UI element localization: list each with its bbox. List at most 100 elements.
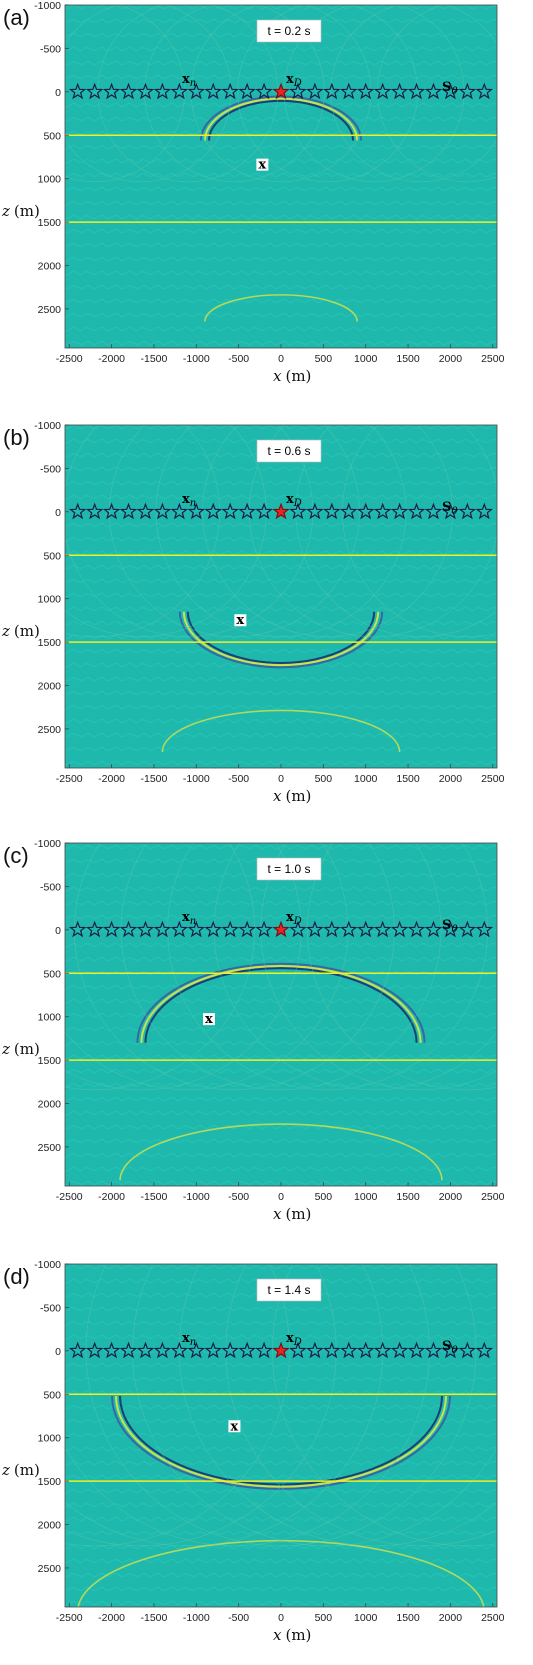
receiver-star: [68, 82, 87, 100]
scatter-circle: [178, 1264, 497, 1547]
receiver-star: [221, 82, 239, 100]
z-tick-label: 500: [43, 550, 61, 562]
receiver-star: [221, 502, 239, 520]
wavefronts: [65, 425, 497, 752]
z-tick-label: 2000: [38, 1520, 62, 1532]
receiver-star: [407, 502, 426, 520]
receiver-star: [289, 1341, 307, 1359]
panel-label: (d): [3, 1264, 30, 1289]
scatter-circle: [65, 843, 255, 1091]
receiver-star: [424, 920, 443, 938]
panel-b: xn xD S0 x t = 0.6 s (b) -1000 -500 0 500 1000 1500…: [1, 420, 505, 805]
s0-label: S0: [442, 500, 458, 517]
receiver-star: [323, 502, 341, 520]
z-axis-label: z (m): [1, 622, 40, 640]
z-tick-label: 2000: [38, 681, 62, 693]
z-tick-label: 1500: [38, 1476, 62, 1488]
scatter-circle: [65, 1264, 290, 1547]
receiver-star: [390, 1341, 409, 1359]
receiver-star: [102, 502, 121, 520]
scatter-circle: [65, 425, 314, 638]
x-marker-box: [228, 1420, 241, 1433]
scatter-circle: [65, 843, 349, 1091]
x-tick-label: -2500: [56, 1191, 83, 1203]
wavefront-arc: [161, 709, 401, 752]
x-marker-box: [256, 158, 269, 171]
receiver-star: [102, 1341, 121, 1359]
z-tick-label: 500: [43, 1389, 61, 1401]
xn-label: xn: [182, 72, 196, 89]
x-tick-label: -1500: [141, 773, 168, 785]
receiver-star: [339, 82, 358, 100]
wavefront-arc: [203, 294, 359, 322]
x-tick-label: 2500: [481, 1191, 505, 1203]
receiver-star: [136, 920, 155, 938]
receiver-star: [102, 920, 121, 938]
receiver-star: [153, 1341, 172, 1359]
receiver-star: [356, 502, 375, 520]
scatter-circle: [248, 425, 497, 638]
receiver-star: [119, 82, 138, 100]
receiver-star: [119, 1341, 138, 1359]
receiver-star: [187, 502, 206, 520]
wavefront-arc: [140, 965, 422, 1043]
receiver-star: [407, 920, 426, 938]
receiver-star: [339, 502, 358, 520]
x-tick-label: -1500: [141, 353, 168, 365]
receiver-star: [407, 82, 426, 100]
z-tick-label: -1000: [34, 420, 61, 432]
x-marker-box: [234, 614, 247, 627]
xn-label: xn: [182, 1331, 196, 1348]
receiver-star: [119, 920, 138, 938]
x-tick-label: 2500: [481, 353, 505, 365]
receiver-star: [68, 920, 87, 938]
receiver-star: [221, 1341, 239, 1359]
wavefront-arc: [77, 1539, 485, 1607]
panel-c: xn xD S0 x t = 1.0 s (c) -1000 -500 0 500 1000 1500…: [1, 838, 505, 1223]
z-tick-label: -1000: [34, 838, 61, 850]
panel-label: (b): [3, 425, 30, 450]
receiver-star: [441, 1341, 460, 1359]
wavefield-background: [65, 5, 497, 348]
x-tick-label: 2000: [439, 353, 463, 365]
receiver-star: [441, 82, 460, 100]
receiver-star: [289, 920, 307, 938]
wavefront-arc: [136, 962, 426, 1043]
time-label-box: [256, 19, 322, 43]
z-tick-label: 2500: [38, 1563, 62, 1575]
x-tick-label: -1000: [183, 773, 210, 785]
panel-label: (a): [3, 5, 30, 30]
receiver-star: [170, 82, 189, 100]
x-tick-label: 1500: [396, 1612, 420, 1624]
z-tick-label: 1500: [38, 637, 62, 649]
x-tick-label: 1500: [396, 773, 420, 785]
receiver-star: [323, 82, 341, 100]
s0-label: S0: [442, 918, 458, 935]
receiver-star: [136, 82, 155, 100]
scatter-circle: [341, 425, 497, 638]
panel-a: xn xD S0 x t = 0.2 s (a) -1000 -500 0 500 1000 1500…: [1, 0, 505, 385]
z-tick-label: 1000: [38, 594, 62, 606]
wavefront-arc: [182, 611, 380, 666]
receiver-star: [339, 920, 358, 938]
receiver-star: [255, 82, 273, 100]
x-tick-label: 2000: [439, 1191, 463, 1203]
xd-label: xD: [286, 1331, 302, 1348]
scatter-circle: [190, 5, 372, 183]
s0-label: S0: [442, 1339, 458, 1356]
z-tick-label: -1000: [34, 0, 61, 12]
receiver-star: [407, 1341, 426, 1359]
x-tick-label: 0: [278, 1191, 284, 1203]
time-label-box: [256, 439, 322, 463]
x-tick-label: 500: [315, 773, 333, 785]
x-tick-label: 500: [315, 1612, 333, 1624]
z-tick-label: 1000: [38, 1433, 62, 1445]
z-tick-label: -500: [40, 881, 61, 893]
x-marker-label: x: [230, 1419, 238, 1434]
receiver-star: [238, 920, 256, 938]
z-tick-label: -1000: [34, 1259, 61, 1271]
x-tick-label: 0: [278, 773, 284, 785]
time-label: t = 1.4 s: [267, 1283, 310, 1297]
z-axis-label: z (m): [1, 202, 40, 220]
